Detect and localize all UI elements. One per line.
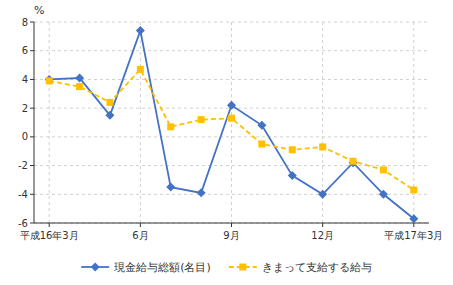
legend-marker — [91, 263, 100, 272]
series-marker — [258, 141, 265, 148]
series-marker — [46, 77, 53, 84]
series-marker — [227, 101, 236, 110]
y-tick — [30, 22, 34, 23]
series-marker — [379, 190, 388, 199]
series-marker — [197, 188, 206, 197]
x-tick-label: 平成17年3月 — [384, 230, 443, 241]
series-marker — [349, 158, 358, 167]
y-tick-label: -6 — [18, 218, 28, 229]
legend-label: 現金給与総額(名目) — [114, 261, 211, 274]
legend-item: きまって支給する給与 — [229, 261, 372, 274]
x-tick-label: 6月 — [132, 230, 148, 241]
y-tick — [30, 108, 34, 109]
series-marker — [257, 121, 266, 130]
y-tick-label: -4 — [18, 189, 28, 200]
legend-label: きまって支給する給与 — [262, 261, 372, 274]
grid-line-x — [49, 22, 50, 223]
x-tick — [49, 223, 50, 227]
x-tick — [231, 223, 232, 227]
series-marker — [410, 186, 417, 193]
y-tick-label: -2 — [18, 160, 28, 171]
series-marker — [137, 66, 144, 73]
plot-data — [45, 26, 419, 223]
series-marker — [136, 26, 145, 35]
series-marker — [350, 158, 357, 165]
series-marker — [409, 214, 418, 223]
y-tick-label: 0 — [22, 131, 28, 142]
series-marker — [106, 99, 113, 106]
x-tick — [413, 223, 414, 227]
y-tick — [30, 136, 34, 137]
legend: 現金給与総額(名目) きまって支給する給与 — [81, 261, 372, 274]
series-marker — [105, 111, 114, 120]
legend-item: 現金給与総額(名目) — [81, 261, 211, 274]
y-axis-line — [34, 22, 35, 223]
grid-line-y — [34, 194, 429, 195]
y-tick — [30, 50, 34, 51]
series-marker — [75, 73, 84, 82]
grid-line-x — [140, 22, 141, 223]
series-marker — [289, 146, 296, 153]
x-tick-label: 12月 — [311, 230, 334, 241]
series-marker — [380, 166, 387, 173]
series-line — [49, 31, 414, 219]
y-tick — [30, 165, 34, 166]
legend-marker — [239, 264, 246, 271]
series-line — [49, 69, 414, 190]
series-marker — [318, 190, 327, 199]
series-marker — [45, 75, 54, 84]
series-marker — [167, 123, 174, 130]
y-tick-label: 8 — [22, 17, 28, 28]
series-marker — [288, 171, 297, 180]
y-tick-label: 2 — [22, 103, 28, 114]
x-tick — [140, 223, 141, 227]
grid-line-x — [231, 22, 232, 223]
chart: -6 -4 -2 0 2 4 6 8 平成16年3月 6月 9月 12月 平成17年3月% 現金給与総額(… — [0, 0, 453, 285]
y-tick-label: 4 — [22, 74, 28, 85]
y-tick — [30, 79, 34, 80]
series-marker — [198, 116, 205, 123]
y-axis-label: % — [34, 4, 44, 17]
series-marker — [228, 115, 235, 122]
grid-line-y — [34, 50, 429, 51]
y-tick — [30, 194, 34, 195]
grid — [34, 22, 429, 223]
grid-line-y — [34, 79, 429, 80]
y-tick — [30, 223, 34, 224]
y-tick-label: 6 — [22, 45, 28, 56]
x-tick-label: 平成16年3月 — [20, 230, 79, 241]
series-marker — [319, 143, 326, 150]
x-tick — [322, 223, 323, 227]
x-tick-label: 9月 — [223, 230, 239, 241]
series-marker — [166, 183, 175, 192]
series-marker — [76, 83, 83, 90]
